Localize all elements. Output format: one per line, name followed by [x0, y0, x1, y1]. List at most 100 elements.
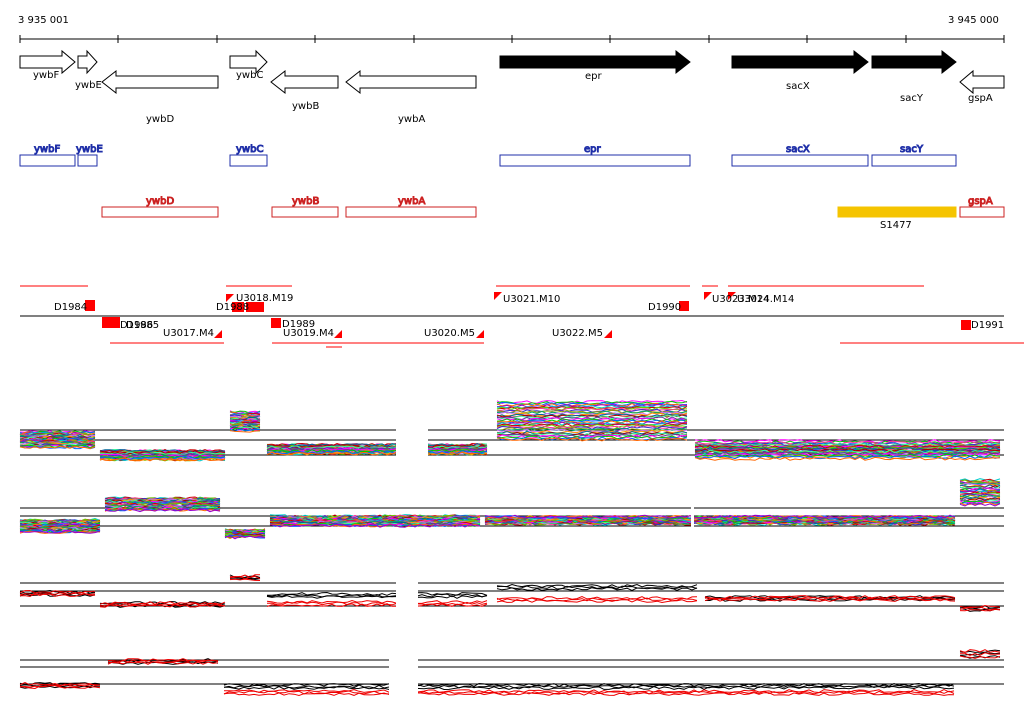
signal-line	[19, 578, 1001, 612]
signal-line	[19, 430, 1001, 462]
signal-line	[19, 428, 1001, 461]
signal-line	[19, 649, 1001, 688]
signal-track-3	[19, 640, 1004, 700]
gene-arrow-ywbA[interactable]	[345, 69, 477, 95]
feature-label-D1986: D1986	[120, 320, 153, 331]
feature-label-U3024: U3024.M14	[737, 294, 794, 305]
feature-label-U3020: U3020.M5	[424, 328, 475, 339]
yellow-box-S1477[interactable]	[837, 206, 957, 218]
gene-label-epr: epr	[585, 71, 603, 82]
track-gap	[691, 470, 694, 545]
blue-box-ywbF[interactable]	[19, 154, 76, 167]
blue-box-label-ywbC: ywbC	[236, 144, 263, 155]
gene-arrow-ywbC[interactable]	[229, 49, 268, 75]
signal-line	[19, 489, 1001, 536]
gene-arrow-ywbB[interactable]	[270, 69, 339, 95]
feature-label-U3023: U3023.M14	[712, 294, 769, 305]
feature-block-D1984[interactable]	[85, 300, 95, 311]
feature-label-U3021: U3021.M10	[503, 294, 560, 305]
gene-arrow-ywbF[interactable]	[19, 49, 76, 75]
red-box-label-ywbA: ywbA	[398, 196, 425, 207]
gene-arrow-sacY[interactable]	[871, 49, 957, 75]
feature-label-D1991: D1991	[971, 320, 1004, 331]
feature-block-D1990[interactable]	[679, 301, 689, 311]
blue-box-ywbE[interactable]	[77, 154, 98, 167]
gene-label-ywbD: ywbD	[146, 114, 174, 125]
feature-bottom-spans	[110, 342, 1024, 348]
track-gap	[396, 395, 428, 470]
feature-triangles	[214, 292, 736, 338]
blue-box-label-ywbF: ywbF	[34, 144, 60, 155]
signal-tracks	[19, 395, 1004, 700]
feature-label-D1990: D1990	[648, 302, 681, 313]
blue-box-label-epr: epr	[584, 144, 602, 155]
feature-track: D1984 D1988 U3018.M19 U3021.M10 D1990 U3…	[20, 285, 1024, 348]
ruler-start-label: 3 935 001	[18, 15, 69, 26]
yellow-box-label: S1477	[880, 220, 912, 231]
ruler-end-label: 3 945 000	[948, 15, 999, 26]
blue-box-epr[interactable]	[499, 154, 691, 167]
signal-line	[19, 652, 1001, 695]
gene-arrow-track: ywbF ywbE ywbD ywbC ywbB ywbA epr sacX s…	[19, 49, 1005, 125]
feature-block-D1986[interactable]	[102, 317, 120, 328]
gene-label-sacX: sacX	[786, 81, 810, 92]
blue-box-sacX[interactable]	[731, 154, 869, 167]
signal-line	[19, 502, 1001, 540]
gene-arrow-sacX[interactable]	[731, 49, 869, 75]
signal-track-1	[19, 470, 1004, 545]
red-box-ywbA[interactable]	[345, 206, 477, 218]
feature-label-D1985: D1985	[126, 320, 159, 331]
gene-label-ywbE: ywbE	[75, 80, 102, 91]
feature-block-D1988[interactable]	[232, 302, 244, 312]
feature-label-D1984: D1984	[54, 302, 87, 313]
gene-label-sacY: sacY	[900, 93, 924, 104]
gene-label-gspA: gspA	[968, 93, 993, 104]
feature-label-U3017: U3017.M4	[163, 328, 214, 339]
track-gap	[389, 640, 418, 700]
red-box-label-gspA: gspA	[968, 196, 993, 207]
blue-box-sacY[interactable]	[871, 154, 957, 167]
signal-line	[19, 487, 1001, 535]
red-box-ywbB[interactable]	[271, 206, 339, 218]
feature-block-D1991[interactable]	[961, 320, 971, 330]
gene-label-ywbB: ywbB	[292, 101, 319, 112]
red-box-ywbD[interactable]	[101, 206, 219, 218]
gene-label-ywbC: ywbC	[236, 70, 263, 81]
red-box-label-ywbB: ywbB	[292, 196, 319, 207]
gene-arrow-epr[interactable]	[499, 49, 691, 75]
signal-line	[19, 481, 1001, 533]
feature-blocks	[85, 300, 971, 330]
signal-line	[19, 649, 1001, 694]
red-box-label-ywbD: ywbD	[146, 196, 174, 207]
blue-box-label-ywbE: ywbE	[76, 144, 103, 155]
signal-line	[19, 574, 1001, 609]
feature-block-D1989[interactable]	[271, 318, 281, 328]
gene-arrow-ywbE[interactable]	[77, 49, 98, 75]
signal-line	[19, 574, 1001, 608]
signal-line	[19, 490, 1001, 536]
signal-line	[19, 426, 1001, 456]
blue-box-label-sacY: sacY	[900, 144, 924, 155]
blue-box-ywbC[interactable]	[229, 154, 268, 167]
gene-label-ywbA: ywbA	[398, 114, 425, 125]
feature-block-cluster[interactable]	[246, 302, 264, 312]
red-box-gspA[interactable]	[959, 206, 1005, 218]
coordinate-ruler: 3 935 001 3 945 000	[18, 15, 1005, 43]
signal-line	[19, 487, 1001, 535]
feature-label-U3022: U3022.M5	[552, 328, 603, 339]
signal-line	[19, 576, 1001, 611]
gene-arrow-ywbD[interactable]	[101, 69, 219, 95]
gene-arrow-gspA[interactable]	[959, 69, 1005, 95]
signal-track-0	[19, 395, 1004, 470]
signal-line	[19, 488, 1001, 536]
ruler-ticks	[19, 35, 1005, 43]
blue-box-track: ywbF ywbE ywbC epr sacX sacY	[19, 144, 957, 167]
signal-line	[19, 652, 1001, 689]
feature-label-D1989: D1989	[282, 319, 315, 330]
red-box-track: ywbD ywbB ywbA gspA	[101, 196, 1005, 218]
signal-line	[19, 655, 1001, 697]
blue-box-label-sacX: sacX	[786, 144, 810, 155]
signal-track-2	[19, 570, 1004, 620]
feature-label-U3018: U3018.M19	[236, 293, 293, 304]
